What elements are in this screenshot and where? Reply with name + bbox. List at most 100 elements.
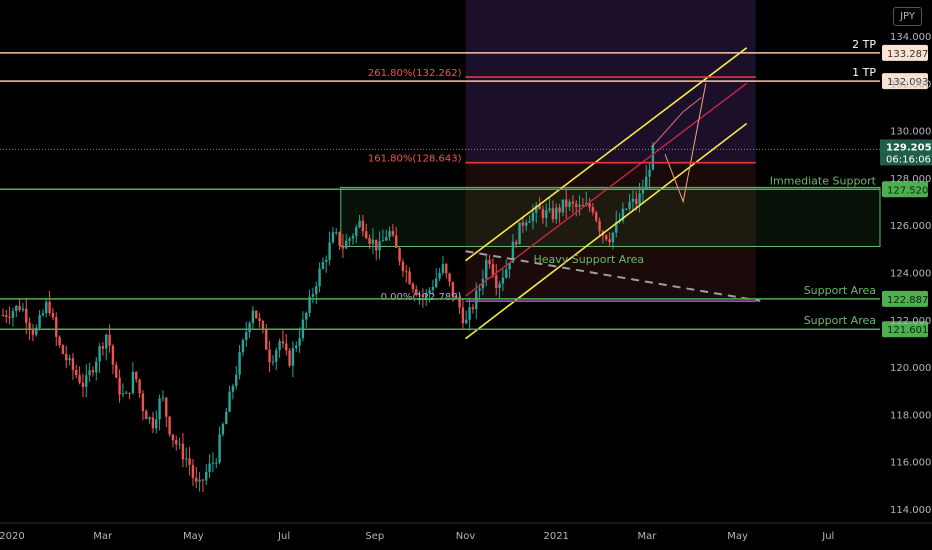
x-tick-label: May (727, 531, 748, 542)
candle-body (565, 199, 568, 207)
fib-level-label: 161.80%(128.643) (368, 154, 462, 165)
candle-body (441, 264, 445, 273)
price-axis[interactable]: 114.000 116.000 118.000 120.000 122.000 124.0… (890, 32, 931, 516)
candle-body (121, 393, 125, 395)
candle-body (421, 294, 425, 298)
fib-level-label: 0.00%(122.789) (381, 292, 462, 303)
candle-body (181, 443, 185, 460)
candle-body (231, 385, 235, 392)
candle-body (111, 345, 115, 365)
candle-body (251, 310, 255, 324)
level-tag-label: 2 TP (852, 38, 876, 51)
y-tick-label: 122.000 (890, 316, 931, 327)
candle-body (201, 479, 205, 481)
candle-body (241, 340, 245, 353)
candle-body (391, 231, 395, 236)
candle-body (625, 208, 628, 210)
candle-body (651, 145, 655, 170)
candle-body (311, 294, 315, 297)
candle-body (365, 231, 368, 239)
candle-body (101, 346, 105, 349)
candle-body (355, 227, 358, 237)
candle-body (428, 290, 431, 294)
candle-body (431, 286, 435, 291)
candle-body (638, 193, 641, 205)
channel-lower-line (465, 122, 748, 340)
candle-body (558, 207, 561, 213)
candle-body (195, 477, 198, 482)
candle-body (11, 311, 15, 318)
candle-body (281, 341, 285, 344)
currency-badge[interactable]: JPY (893, 7, 922, 26)
candle-body (445, 264, 448, 274)
candle-body (238, 352, 241, 375)
candle-body (145, 411, 148, 420)
candle-body (488, 259, 491, 265)
dashed-trendline (465, 250, 761, 302)
candle-body (58, 336, 61, 346)
candle-body (358, 220, 361, 228)
candle-body (471, 307, 475, 310)
candle-body (271, 361, 275, 363)
candle-body (645, 176, 648, 190)
candle-body (318, 268, 321, 287)
candle-body (408, 271, 411, 284)
candle-body (88, 370, 91, 376)
candle-body (478, 288, 481, 291)
x-tick-label: Jul (277, 531, 290, 542)
candle-body (501, 277, 505, 284)
candle-body (435, 278, 438, 287)
x-tick-label: Sep (365, 531, 384, 542)
candle-body (245, 332, 248, 341)
level-tag-label: 1 TP (852, 66, 876, 79)
x-tick-label: Jul (821, 531, 834, 542)
heavy-support-label: Heavy Support Area (534, 253, 645, 266)
level-price-badge (882, 181, 928, 198)
candle-body (338, 232, 341, 246)
candle-body (351, 236, 355, 239)
drawing-tools: 261.80%(132.262) 161.80%(128.643) 0.00%(12… (368, 47, 761, 340)
candle-body (548, 208, 551, 211)
candle-body (525, 222, 528, 226)
level-tag-label: Support Area (804, 284, 876, 297)
candle-body (458, 297, 461, 308)
candle-body (165, 397, 168, 417)
level-price-label: 133.287 (887, 49, 928, 60)
y-tick-label: 116.000 (890, 458, 931, 469)
candle-body (345, 240, 348, 249)
candle-body (85, 375, 88, 388)
x-tick-label: 2021 (543, 531, 568, 542)
last-price-label: 129.205 (886, 142, 932, 153)
candle-body (125, 392, 128, 394)
candle-body (65, 353, 68, 361)
candle-body (308, 296, 311, 313)
candle-body (161, 397, 165, 399)
candle-body (341, 245, 345, 249)
candle-body (71, 358, 75, 370)
candle-body (1, 315, 5, 317)
candle-body (495, 275, 498, 288)
candle-body (288, 350, 291, 366)
candle-body (185, 458, 188, 460)
candle-body (425, 293, 428, 298)
candle-body (628, 201, 631, 209)
candle-body (295, 345, 298, 349)
candle-body (221, 424, 225, 435)
candle-body (211, 462, 215, 464)
candle-body (61, 345, 65, 354)
candle-body (505, 269, 508, 278)
candle-body (348, 238, 351, 241)
candle-body (8, 316, 11, 318)
candle-body (115, 364, 118, 378)
time-axis[interactable]: 2020 Mar May Jul Sep Nov 2021 Mar May Jul (0, 522, 932, 542)
candle-body (401, 261, 405, 272)
level-price-badge (882, 44, 928, 61)
candle-body (225, 411, 228, 425)
candle-body (48, 301, 51, 314)
candle-body (45, 301, 48, 314)
candle-body (235, 374, 238, 386)
background-shapes (0, 0, 881, 301)
candle-body (148, 417, 151, 420)
candle-body (191, 464, 195, 478)
